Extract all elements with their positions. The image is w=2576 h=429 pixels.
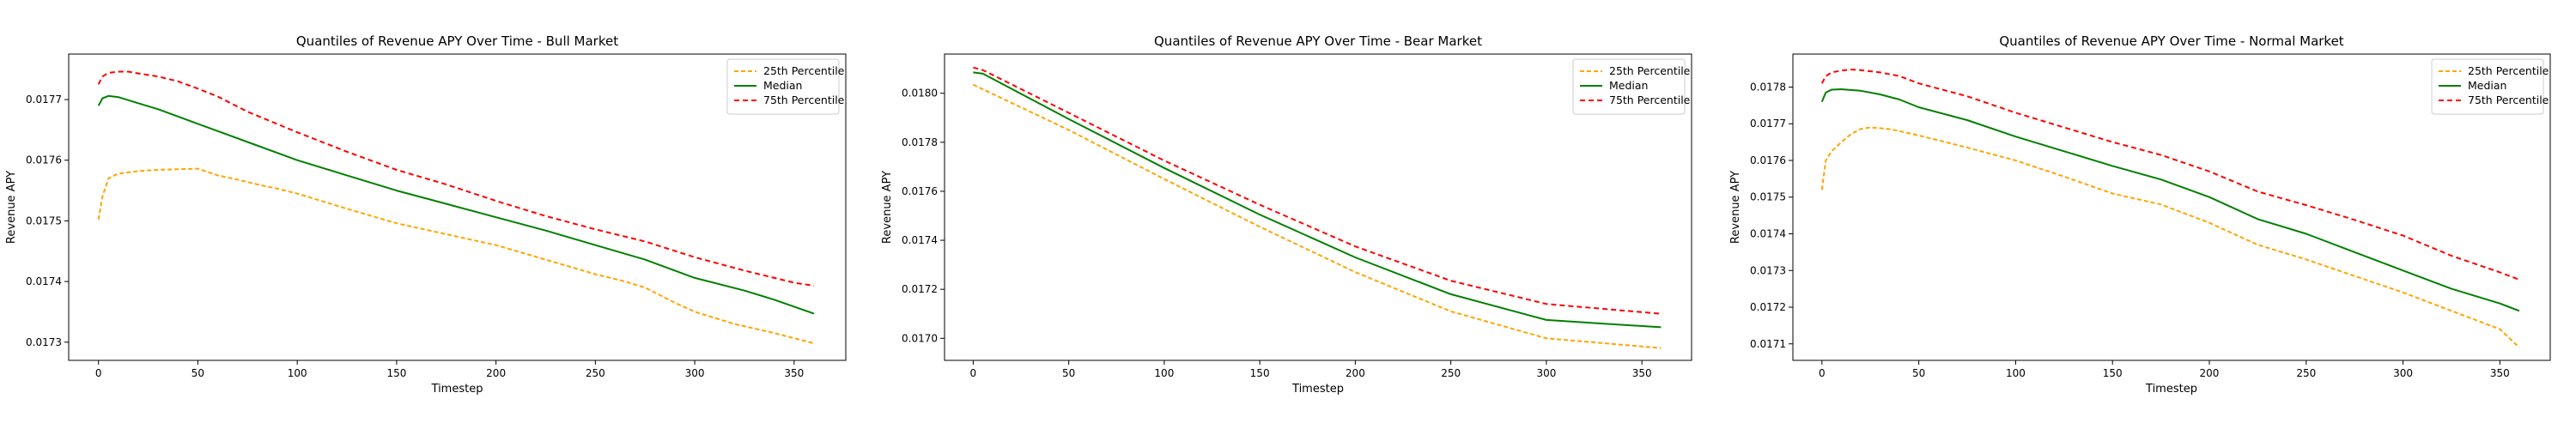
legend: 25th Percentile Median 75th Percentile [2431, 58, 2549, 115]
y-tick-label: 0.0174 [1750, 227, 1786, 239]
y-tick-label: 0.0175 [1750, 191, 1786, 203]
legend: 25th Percentile Median 75th Percentile [726, 58, 845, 115]
x-tick-label: 300 [2393, 367, 2413, 379]
x-tick-label: 150 [1250, 367, 1270, 379]
y-axis-label: Revenue APY [5, 171, 18, 244]
series-line-median [973, 71, 1662, 329]
series-line-p75 [97, 70, 815, 287]
x-tick-label: 0 [95, 367, 102, 379]
y-tick-label: 0.0174 [902, 234, 938, 246]
x-tick-label: 150 [386, 367, 406, 379]
y-tick-label: 0.0176 [1750, 154, 1786, 166]
chart-panel-3: Quantiles of Revenue APY Over Time - Nor… [1729, 33, 2551, 396]
series-group [972, 66, 1662, 349]
y-tick-label: 0.0175 [26, 214, 62, 227]
x-tick-label: 50 [191, 367, 204, 379]
y-tick-label: 0.0176 [26, 154, 62, 166]
y-tick-label: 0.0177 [26, 94, 62, 106]
x-tick-label: 200 [2200, 367, 2220, 379]
x-axis-label: Timestep [2145, 383, 2197, 396]
axes-frame [68, 53, 847, 361]
y-tick-label: 0.0174 [26, 275, 62, 287]
y-tick-label: 0.0176 [902, 185, 938, 197]
x-axis-label: Timestep [1291, 383, 1344, 396]
legend-label: 75th Percentile [2468, 94, 2549, 106]
legend-label: 25th Percentile [1609, 64, 1691, 77]
series-line-p75 [973, 66, 1662, 315]
x-tick-label: 200 [1346, 367, 1365, 379]
y-axis-label: Revenue APY [881, 171, 894, 244]
y-tick-label: 0.0172 [1750, 301, 1786, 313]
x-tick-label: 350 [784, 367, 804, 379]
axes-frame [1792, 53, 2551, 361]
x-tick-label: 100 [1154, 367, 1174, 379]
x-tick-label: 100 [288, 367, 307, 379]
x-tick-label: 350 [1632, 367, 1652, 379]
legend-label: 75th Percentile [763, 94, 845, 106]
y-tick-label: 0.0170 [902, 332, 938, 344]
x-tick-label: 350 [2490, 367, 2510, 379]
x-tick-label: 250 [2296, 367, 2316, 379]
series-line-p25 [972, 83, 1662, 349]
y-tick-label: 0.0171 [1750, 338, 1786, 350]
legend-label: 25th Percentile [763, 64, 845, 77]
legend-label: 25th Percentile [2468, 64, 2549, 77]
series-line-p25 [1820, 126, 2520, 348]
y-tick-label: 0.0173 [26, 336, 62, 348]
legend-label: Median [763, 79, 802, 92]
series-group [1820, 69, 2520, 348]
y-tick-label: 0.0178 [902, 136, 938, 148]
x-tick-label: 250 [586, 367, 605, 379]
chart-title: Quantiles of Revenue APY Over Time - Bul… [296, 33, 618, 49]
x-tick-label: 300 [1536, 367, 1556, 379]
series-line-median [1820, 88, 2520, 312]
chart-title: Quantiles of Revenue APY Over Time - Bea… [1154, 33, 1482, 49]
legend-label: Median [1609, 79, 1648, 92]
legend-label: Median [2468, 79, 2506, 92]
series-group [97, 70, 815, 345]
x-tick-label: 300 [685, 367, 705, 379]
legend: 25th Percentile Median 75th Percentile [1572, 58, 1691, 115]
y-tick-label: 0.0172 [902, 283, 938, 295]
x-tick-label: 0 [970, 367, 977, 379]
y-tick-label: 0.0173 [1750, 264, 1786, 276]
x-tick-label: 250 [1441, 367, 1461, 379]
x-tick-label: 0 [1819, 367, 1826, 379]
x-tick-label: 200 [486, 367, 506, 379]
legend-label: 75th Percentile [1609, 94, 1691, 106]
y-tick-label: 0.0178 [1750, 81, 1786, 93]
chart-title: Quantiles of Revenue APY Over Time - Nor… [1999, 33, 2343, 49]
x-tick-label: 150 [2103, 367, 2123, 379]
series-line-p25 [97, 167, 815, 345]
y-tick-label: 0.0180 [902, 88, 938, 100]
y-axis-label: Revenue APY [1729, 171, 1742, 244]
charts-container: Quantiles of Revenue APY Over Time - Bul… [5, 33, 2551, 396]
series-line-median [97, 94, 815, 315]
axes-frame [944, 53, 1692, 361]
x-tick-label: 50 [1062, 367, 1075, 379]
series-line-p75 [1820, 69, 2520, 281]
chart-panel-1: Quantiles of Revenue APY Over Time - Bul… [5, 33, 847, 396]
x-tick-label: 100 [2006, 367, 2026, 379]
y-tick-label: 0.0177 [1750, 118, 1786, 130]
x-tick-label: 50 [1912, 367, 1925, 379]
x-axis-label: Timestep [431, 383, 483, 396]
chart-panel-2: Quantiles of Revenue APY Over Time - Bea… [881, 33, 1692, 396]
